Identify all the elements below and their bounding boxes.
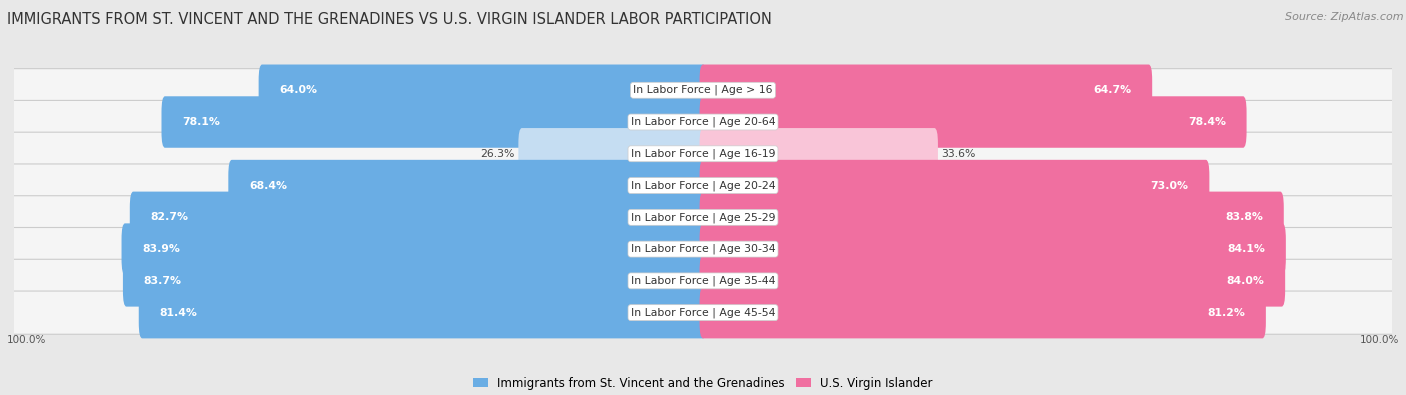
Text: In Labor Force | Age 45-54: In Labor Force | Age 45-54 bbox=[631, 307, 775, 318]
FancyBboxPatch shape bbox=[1, 132, 1405, 175]
Text: 78.4%: 78.4% bbox=[1188, 117, 1226, 127]
Text: In Labor Force | Age 25-29: In Labor Force | Age 25-29 bbox=[631, 212, 775, 223]
FancyBboxPatch shape bbox=[259, 64, 706, 116]
FancyBboxPatch shape bbox=[1, 69, 1405, 112]
FancyBboxPatch shape bbox=[700, 223, 1286, 275]
FancyBboxPatch shape bbox=[139, 287, 706, 339]
Text: 83.7%: 83.7% bbox=[143, 276, 181, 286]
FancyBboxPatch shape bbox=[1, 291, 1405, 334]
Text: IMMIGRANTS FROM ST. VINCENT AND THE GRENADINES VS U.S. VIRGIN ISLANDER LABOR PAR: IMMIGRANTS FROM ST. VINCENT AND THE GREN… bbox=[7, 12, 772, 27]
Text: 26.3%: 26.3% bbox=[481, 149, 515, 159]
FancyBboxPatch shape bbox=[700, 96, 1247, 148]
FancyBboxPatch shape bbox=[700, 287, 1265, 339]
Text: 68.4%: 68.4% bbox=[249, 181, 287, 190]
Text: In Labor Force | Age > 16: In Labor Force | Age > 16 bbox=[633, 85, 773, 96]
FancyBboxPatch shape bbox=[700, 128, 938, 179]
Text: In Labor Force | Age 35-44: In Labor Force | Age 35-44 bbox=[631, 276, 775, 286]
FancyBboxPatch shape bbox=[1, 228, 1405, 271]
Text: 81.4%: 81.4% bbox=[159, 308, 197, 318]
Text: 83.8%: 83.8% bbox=[1225, 213, 1263, 222]
FancyBboxPatch shape bbox=[228, 160, 706, 211]
Text: 78.1%: 78.1% bbox=[183, 117, 219, 127]
Text: In Labor Force | Age 20-24: In Labor Force | Age 20-24 bbox=[631, 180, 775, 191]
FancyBboxPatch shape bbox=[1, 259, 1405, 303]
Text: Source: ZipAtlas.com: Source: ZipAtlas.com bbox=[1285, 12, 1403, 22]
FancyBboxPatch shape bbox=[1, 196, 1405, 239]
FancyBboxPatch shape bbox=[700, 64, 1152, 116]
Text: 82.7%: 82.7% bbox=[150, 213, 188, 222]
FancyBboxPatch shape bbox=[1, 164, 1405, 207]
Legend: Immigrants from St. Vincent and the Grenadines, U.S. Virgin Islander: Immigrants from St. Vincent and the Gren… bbox=[468, 372, 938, 394]
Text: 84.0%: 84.0% bbox=[1226, 276, 1264, 286]
Text: In Labor Force | Age 20-64: In Labor Force | Age 20-64 bbox=[631, 117, 775, 127]
FancyBboxPatch shape bbox=[1, 100, 1405, 144]
Text: 73.0%: 73.0% bbox=[1150, 181, 1188, 190]
Text: 64.0%: 64.0% bbox=[280, 85, 318, 95]
FancyBboxPatch shape bbox=[700, 192, 1284, 243]
Text: 64.7%: 64.7% bbox=[1094, 85, 1132, 95]
FancyBboxPatch shape bbox=[162, 96, 706, 148]
Text: 84.1%: 84.1% bbox=[1227, 244, 1265, 254]
FancyBboxPatch shape bbox=[121, 223, 706, 275]
FancyBboxPatch shape bbox=[519, 128, 706, 179]
Text: 33.6%: 33.6% bbox=[942, 149, 976, 159]
FancyBboxPatch shape bbox=[700, 255, 1285, 307]
FancyBboxPatch shape bbox=[700, 160, 1209, 211]
Text: 83.9%: 83.9% bbox=[142, 244, 180, 254]
FancyBboxPatch shape bbox=[122, 255, 706, 307]
Text: 100.0%: 100.0% bbox=[7, 335, 46, 345]
Text: 81.2%: 81.2% bbox=[1208, 308, 1246, 318]
Text: In Labor Force | Age 16-19: In Labor Force | Age 16-19 bbox=[631, 149, 775, 159]
Text: 100.0%: 100.0% bbox=[1360, 335, 1399, 345]
FancyBboxPatch shape bbox=[129, 192, 706, 243]
Text: In Labor Force | Age 30-34: In Labor Force | Age 30-34 bbox=[631, 244, 775, 254]
